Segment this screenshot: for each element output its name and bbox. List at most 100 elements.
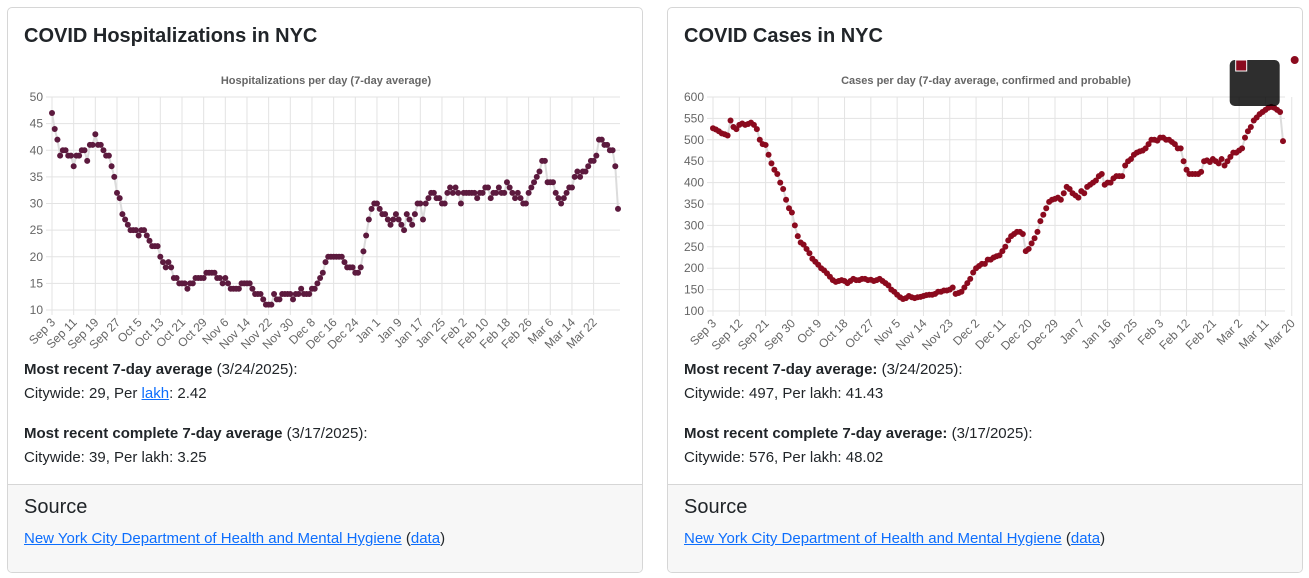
source-data-link[interactable]: data bbox=[1070, 530, 1101, 547]
data-point bbox=[200, 275, 207, 282]
data-point bbox=[1171, 141, 1178, 148]
data-point bbox=[1034, 228, 1041, 235]
recent-average-date: (3/24/2025): bbox=[216, 361, 298, 378]
data-point bbox=[604, 141, 611, 148]
data-point bbox=[771, 166, 778, 173]
source-links: New York City Department of Health and M… bbox=[24, 530, 445, 547]
data-point bbox=[612, 163, 619, 170]
data-point bbox=[62, 147, 69, 154]
data-point bbox=[753, 126, 760, 133]
data-point bbox=[116, 195, 123, 202]
data-point bbox=[271, 291, 278, 298]
recent-per-lakh-value: : 2.42 bbox=[169, 385, 207, 402]
data-point bbox=[1198, 168, 1205, 175]
y-tick-label: 300 bbox=[684, 218, 704, 232]
data-point bbox=[806, 250, 813, 257]
y-tick-label: 100 bbox=[684, 304, 704, 318]
highlighted-point bbox=[1289, 55, 1300, 65]
data-point bbox=[514, 189, 521, 196]
y-tick-label: 450 bbox=[684, 154, 704, 168]
data-point bbox=[409, 221, 416, 228]
data-point bbox=[970, 269, 977, 276]
data-point bbox=[1244, 128, 1251, 135]
data-point bbox=[733, 126, 740, 133]
data-point bbox=[1224, 158, 1231, 165]
data-point bbox=[794, 233, 801, 240]
y-tick-label: 35 bbox=[30, 170, 44, 184]
data-point bbox=[474, 195, 481, 202]
data-point bbox=[92, 131, 99, 138]
data-point bbox=[750, 121, 757, 128]
data-point bbox=[311, 285, 318, 292]
data-point bbox=[97, 141, 104, 148]
data-point bbox=[786, 205, 792, 212]
data-point bbox=[525, 189, 532, 196]
source-links: New York City Department of Health and M… bbox=[684, 530, 1105, 547]
complete-average-date: (3/17/2025): bbox=[286, 425, 368, 442]
data-point bbox=[949, 284, 956, 291]
data-point bbox=[157, 253, 164, 260]
data-point bbox=[365, 216, 372, 223]
data-point bbox=[290, 296, 297, 303]
data-point bbox=[295, 291, 302, 298]
data-point bbox=[756, 136, 763, 143]
recent-average-date: (3/24/2025): bbox=[881, 361, 963, 378]
complete-average-date: (3/17/2025): bbox=[951, 425, 1033, 442]
data-point bbox=[1280, 138, 1286, 145]
source-title: Source bbox=[24, 496, 88, 518]
y-tick-label: 40 bbox=[30, 143, 44, 157]
y-tick-label: 30 bbox=[30, 197, 44, 211]
data-point bbox=[541, 157, 548, 164]
source-dohmh-link[interactable]: New York City Department of Health and M… bbox=[24, 530, 402, 547]
data-point bbox=[76, 152, 83, 159]
data-point bbox=[119, 211, 126, 218]
data-point bbox=[67, 152, 74, 159]
data-point bbox=[363, 232, 370, 239]
data-point bbox=[211, 269, 218, 276]
data-point bbox=[395, 216, 402, 223]
data-point bbox=[457, 200, 464, 207]
data-point bbox=[260, 296, 267, 303]
data-point bbox=[780, 186, 787, 193]
data-point bbox=[531, 179, 538, 186]
data-point bbox=[189, 280, 196, 287]
y-tick-label: 200 bbox=[684, 261, 704, 275]
data-point bbox=[1239, 145, 1246, 152]
data-point bbox=[487, 195, 494, 202]
data-point bbox=[1122, 162, 1129, 169]
data-point bbox=[160, 259, 167, 266]
data-point bbox=[268, 301, 275, 308]
data-point bbox=[1098, 171, 1105, 178]
hospitalizations-card: COVID Hospitalizations in NYC Hospitaliz… bbox=[7, 7, 643, 573]
source-footer: Source New York City Department of Healt… bbox=[668, 484, 1302, 572]
data-point bbox=[436, 195, 443, 202]
source-data-link[interactable]: data bbox=[410, 530, 441, 547]
data-point bbox=[727, 117, 734, 124]
data-point bbox=[287, 291, 294, 298]
data-point bbox=[392, 211, 399, 218]
data-point bbox=[430, 189, 437, 196]
data-point bbox=[51, 125, 58, 132]
source-dohmh-link[interactable]: New York City Department of Health and M… bbox=[684, 530, 1062, 547]
data-point bbox=[590, 157, 597, 164]
complete-average-block: Most recent complete 7-day average: (3/1… bbox=[684, 422, 1033, 470]
data-point bbox=[235, 285, 242, 292]
data-point bbox=[322, 259, 329, 266]
data-point bbox=[162, 264, 169, 271]
lakh-link[interactable]: lakh bbox=[141, 385, 170, 402]
data-point bbox=[122, 216, 129, 223]
data-point bbox=[1066, 186, 1073, 193]
y-tick-label: 50 bbox=[30, 90, 44, 104]
y-tick-label: 15 bbox=[30, 276, 44, 290]
data-point bbox=[788, 209, 795, 216]
data-point bbox=[349, 264, 356, 271]
data-point bbox=[571, 173, 578, 180]
data-point bbox=[57, 152, 64, 159]
data-point bbox=[447, 184, 454, 191]
data-point bbox=[528, 184, 535, 191]
data-point bbox=[146, 237, 153, 244]
complete-average-values: Citywide: 39, Per lakh: 3.25 bbox=[24, 449, 207, 466]
data-point bbox=[455, 189, 462, 196]
data-point bbox=[1005, 237, 1012, 244]
data-point bbox=[168, 264, 175, 271]
